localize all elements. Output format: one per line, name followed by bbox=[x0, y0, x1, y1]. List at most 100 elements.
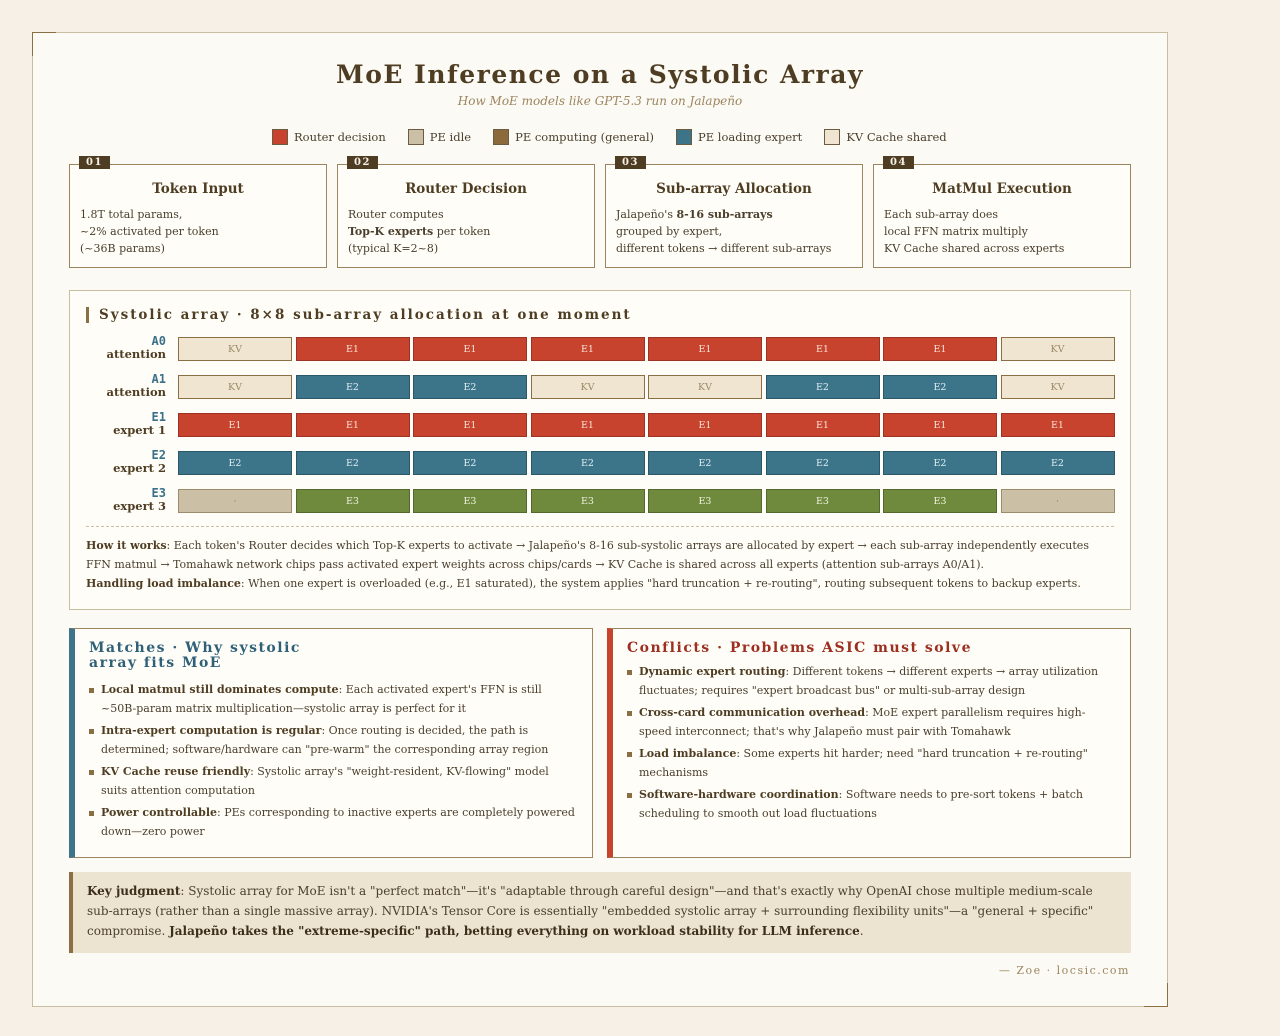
pe-cell-kv: KV bbox=[530, 375, 645, 399]
step-body: Router computes Top-K experts per token (t… bbox=[348, 206, 586, 257]
legend-item: PE loading expert bbox=[676, 129, 802, 145]
legend-swatch bbox=[407, 129, 424, 145]
matches-title-line-2: array fits MoE bbox=[89, 655, 222, 671]
pe-cell-e2: E2 bbox=[765, 375, 880, 399]
pe-cell-e2: E2 bbox=[765, 451, 880, 475]
step-line: ~2% activated per token bbox=[80, 223, 318, 240]
judgment-bold: Key judgment bbox=[87, 884, 181, 898]
step-card: 01 Token Input 1.8T total params, ~2% activ… bbox=[69, 156, 327, 268]
pe-cell-e1: E1 bbox=[413, 413, 527, 437]
corner-mark-bottom-right bbox=[1144, 983, 1168, 1007]
array-notes: How it works: Each token's Router decide… bbox=[86, 536, 1114, 593]
pe-cell-idle: · bbox=[178, 489, 292, 513]
array-row-label: A1 attention bbox=[86, 373, 166, 399]
step-line: 1.8T total params, bbox=[80, 206, 318, 223]
matches-list: Local matmul still dominates compute: Ea… bbox=[89, 681, 578, 845]
step-line-text: ~2% activated per token bbox=[80, 225, 219, 238]
array-note: How it works: Each token's Router decide… bbox=[86, 536, 1114, 574]
row-id: A1 bbox=[151, 372, 166, 386]
conflicts-item-heading: Cross-card communication overhead bbox=[639, 706, 866, 719]
step-line-text: (~36B params) bbox=[80, 242, 165, 255]
step-body: 1.8T total params, ~2% activated per toke… bbox=[80, 206, 318, 257]
systolic-array-panel: Systolic array · 8×8 sub-array allocatio… bbox=[69, 290, 1131, 610]
pe-cell-kv: KV bbox=[648, 375, 762, 399]
signature: — Zoe · locsic.com bbox=[998, 964, 1130, 977]
step-line-text: (typical K=2~8) bbox=[348, 242, 439, 255]
pe-cell-e1: E1 bbox=[295, 337, 410, 361]
matches-title: Matches · Why systolic array fits MoE bbox=[89, 641, 301, 671]
pe-cell-e1: E1 bbox=[765, 337, 880, 361]
page-title: MoE Inference on a Systolic Array bbox=[336, 60, 864, 89]
pe-cell-e2: E2 bbox=[295, 375, 410, 399]
legend: Router decision PE idle PE computing (gene… bbox=[272, 129, 947, 145]
conflicts-item-text: : Software needs to pre-sort tokens + ba… bbox=[639, 788, 1083, 820]
pe-cell-e3: E3 bbox=[530, 489, 645, 513]
pe-cell-e3: E3 bbox=[413, 489, 527, 513]
pe-cell-e1: E1 bbox=[648, 413, 762, 437]
step-line: Top-K experts per token bbox=[348, 223, 586, 240]
pe-cell-e2: E2 bbox=[648, 451, 762, 475]
pe-cell-e1: E1 bbox=[883, 337, 997, 361]
pe-cell-kv: KV bbox=[1000, 337, 1115, 361]
matches-item: Power controllable: PEs corresponding to… bbox=[89, 804, 578, 841]
step-number: 04 bbox=[883, 156, 914, 169]
pe-cell-e1: E1 bbox=[413, 337, 527, 361]
pe-cell-e1: E1 bbox=[765, 413, 880, 437]
array-note: Handling load imbalance: When one expert… bbox=[86, 574, 1114, 593]
step-line-text: 1.8T total params, bbox=[80, 208, 183, 221]
matches-item: Intra-expert computation is regular: Onc… bbox=[89, 722, 578, 759]
pe-cell-e3: E3 bbox=[295, 489, 410, 513]
array-divider bbox=[86, 526, 1114, 527]
key-judgment: Key judgment: Systolic array for MoE isn… bbox=[69, 872, 1131, 953]
legend-swatch bbox=[272, 129, 288, 145]
step-line: local FFN matrix multiply bbox=[884, 223, 1122, 240]
array-row-label: E2 expert 2 bbox=[86, 449, 166, 475]
step-number: 01 bbox=[79, 156, 110, 169]
judgment-bold: Jalapeño takes the "extreme-specific" pa… bbox=[169, 924, 860, 938]
pe-cell-e3: E3 bbox=[883, 489, 997, 513]
step-line-text: Router computes bbox=[348, 208, 444, 221]
matches-item-heading: KV Cache reuse friendly bbox=[101, 765, 251, 778]
conflicts-item-text: : Different tokens → different experts →… bbox=[639, 665, 1099, 697]
legend-swatch bbox=[824, 129, 841, 145]
step-card: 04 MatMul Execution Each sub-array does loc… bbox=[873, 156, 1131, 268]
corner-mark-top-left bbox=[32, 32, 56, 56]
step-line: different tokens → different sub-arrays bbox=[616, 240, 854, 257]
pe-cell-e2: E2 bbox=[413, 451, 527, 475]
matches-item-heading: Intra-expert computation is regular bbox=[101, 724, 322, 737]
matches-item: KV Cache reuse friendly: Systolic array'… bbox=[89, 763, 578, 800]
conflicts-item: Software-hardware coordination: Software… bbox=[627, 786, 1116, 823]
step-line: (~36B params) bbox=[80, 240, 318, 257]
step-line-bold: Top-K experts bbox=[348, 225, 434, 238]
pe-cell-e1: E1 bbox=[883, 413, 997, 437]
array-row-label: A0 attention bbox=[86, 335, 166, 361]
row-id: E2 bbox=[151, 448, 166, 462]
step-body: Each sub-array does local FFN matrix mult… bbox=[884, 206, 1122, 257]
conflicts-item-heading: Software-hardware coordination bbox=[639, 788, 839, 801]
pe-cell-idle: · bbox=[1000, 489, 1115, 513]
row-id: E3 bbox=[151, 486, 166, 500]
row-name: attention bbox=[106, 385, 166, 399]
pe-cell-e1: E1 bbox=[530, 337, 645, 361]
pe-cell-e1: E1 bbox=[295, 413, 410, 437]
legend-label: PE idle bbox=[429, 130, 472, 144]
step-line: grouped by expert, bbox=[616, 223, 854, 240]
step-line-bold: 8-16 sub-arrays bbox=[676, 208, 773, 221]
pe-cell-e3: E3 bbox=[648, 489, 762, 513]
judgment-text: . bbox=[859, 924, 864, 938]
step-title: MatMul Execution bbox=[932, 181, 1072, 197]
conflicts-item: Load imbalance: Some experts hit harder;… bbox=[627, 745, 1116, 782]
step-card: 02 Router Decision Router computes Top-K ex… bbox=[337, 156, 595, 268]
step-title: Router Decision bbox=[405, 181, 527, 197]
step-title: Sub-array Allocation bbox=[656, 181, 812, 197]
step-line: Jalapeño's 8-16 sub-arrays bbox=[616, 206, 854, 223]
step-line-text: per token bbox=[433, 225, 491, 238]
conflicts-panel: Conflicts · Problems ASIC must solve Dyn… bbox=[607, 628, 1131, 858]
pe-cell-e2: E2 bbox=[295, 451, 410, 475]
array-note-bold: Handling load imbalance bbox=[86, 577, 241, 590]
conflicts-item: Dynamic expert routing: Different tokens… bbox=[627, 663, 1116, 700]
matches-item-text: : Once routing is decided, the path is d… bbox=[101, 724, 549, 756]
step-line-text: grouped by expert, bbox=[616, 225, 723, 238]
array-row-label: E3 expert 3 bbox=[86, 487, 166, 513]
matches-item-heading: Local matmul still dominates compute bbox=[101, 683, 339, 696]
